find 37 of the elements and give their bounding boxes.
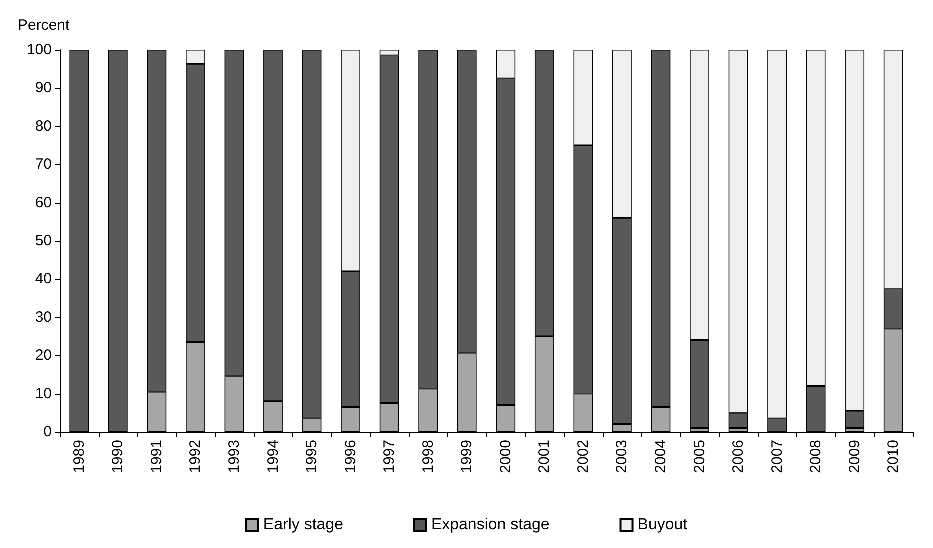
x-tick-label: 1996: [342, 440, 360, 474]
y-tick-label: 40: [35, 270, 52, 288]
x-tick-label: 2009: [846, 440, 864, 474]
x-tick-label: 1995: [304, 440, 321, 474]
x-tick-label: 1992: [187, 440, 204, 474]
x-tick-label: 2000: [497, 440, 514, 474]
x-tick-label: 2006: [730, 440, 748, 474]
x-tick-label: 1994: [264, 440, 282, 474]
y-tick-label: 10: [35, 385, 52, 402]
y-tick-label: 100: [26, 42, 52, 58]
x-tick-label: 1997: [381, 440, 398, 474]
x-tick-label: 2003: [614, 440, 631, 474]
y-tick-label: 90: [35, 80, 52, 97]
x-tick-label: 1999: [458, 440, 476, 474]
x-tick-label: 2010: [885, 440, 902, 474]
x-tick-label: 2001: [536, 440, 554, 474]
y-tick-label: 0: [44, 424, 52, 440]
y-tick-label: 50: [35, 232, 52, 250]
y-tick-label: 80: [35, 118, 52, 135]
x-tick-label: 1990: [110, 440, 127, 474]
x-tick-label: 2007: [768, 440, 786, 474]
x-tick-label: 2005: [691, 440, 708, 474]
x-tick-label: 2004: [652, 440, 670, 474]
y-tick-label: 60: [35, 194, 52, 212]
y-tick-label: 20: [35, 347, 52, 364]
x-tick-label: 1989: [70, 440, 88, 474]
x-tick-label: 1993: [226, 440, 243, 474]
legend-label: Expansion stage: [431, 516, 550, 534]
x-tick-label: 1991: [148, 440, 166, 474]
legend-label: Buyout: [638, 516, 688, 534]
x-tick-label: 2002: [574, 440, 592, 474]
y-tick-label: 70: [35, 156, 52, 174]
y-tick-label: 30: [35, 308, 52, 326]
x-tick-label: 2008: [808, 440, 825, 474]
x-tick-label: 1998: [420, 440, 437, 474]
y-axis-title: Percent: [18, 17, 71, 34]
legend-label: Early stage: [263, 516, 344, 534]
